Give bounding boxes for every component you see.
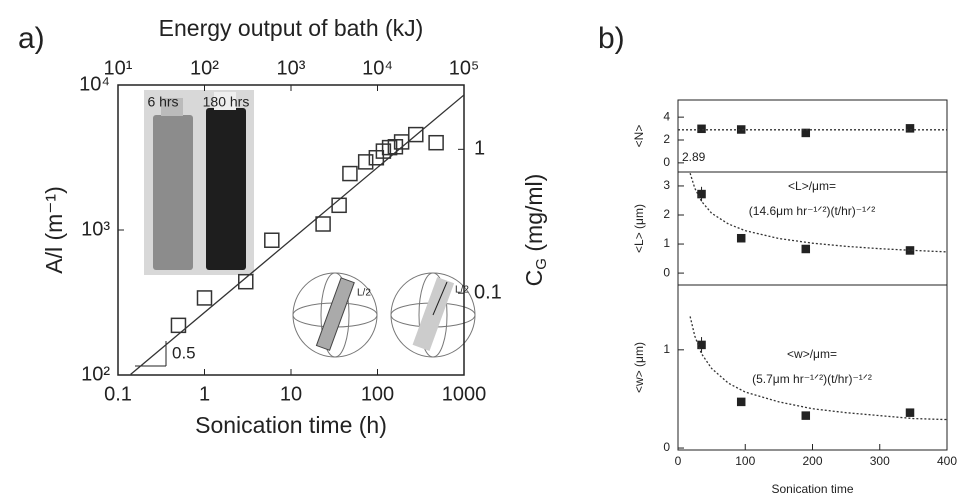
y-tick-label: 10² [81, 363, 110, 385]
data-point [905, 124, 915, 133]
fit-line [130, 94, 464, 375]
y-axis-label: A/l (m⁻¹) [41, 186, 67, 274]
x-axis-label: Sonication time [771, 482, 853, 496]
y-tick-label: 2 [663, 207, 670, 221]
data-point [801, 244, 811, 254]
y-tick-label: 1 [663, 236, 670, 250]
plot-frame [677, 99, 948, 173]
x-tick-label: 1 [199, 383, 210, 405]
data-point [801, 128, 811, 138]
data-point [736, 233, 746, 243]
data-point [697, 124, 706, 134]
plot-frame [677, 284, 948, 451]
x-axis-label: Sonication time (h) [195, 412, 387, 438]
rod [315, 277, 355, 351]
data-point [697, 189, 706, 199]
y-tick-label: 0 [663, 440, 670, 454]
data-point [315, 216, 331, 232]
annotation: 6 hrs [147, 94, 178, 110]
vial-cap [214, 92, 236, 110]
y-axis-label: <L> (μm) [632, 204, 646, 253]
x-tick-label: 200 [802, 454, 822, 468]
data-point [264, 232, 280, 248]
y-axis-label: <N> [632, 125, 646, 148]
y2-axis-label: CG (mg/ml) [521, 174, 550, 287]
x2-tick-label: 10¹ [104, 57, 133, 79]
x2-tick-label: 10⁴ [362, 57, 393, 79]
annotation: <L>/μm= [788, 179, 836, 193]
y2-tick-label: 1 [474, 138, 485, 160]
y-tick-label: 0 [663, 265, 670, 279]
panel-label: b) [598, 22, 625, 55]
inset-photo [144, 90, 254, 275]
annotation: L/2 [357, 288, 371, 299]
x-tick-label: 1000 [442, 383, 487, 405]
x-tick-label: 10 [280, 383, 302, 405]
data-point [342, 165, 358, 182]
y-tick-label: 10³ [81, 218, 110, 240]
vial [206, 108, 246, 270]
y-tick-label: 10⁴ [79, 73, 110, 95]
y2-axis-label-part: C [521, 270, 547, 287]
data-point [905, 408, 915, 417]
data-point [381, 139, 398, 156]
data-point [408, 126, 424, 143]
x-tick-label: 400 [937, 454, 957, 468]
slope-triangle [135, 341, 167, 367]
vial-cap [161, 98, 183, 116]
fit-line [689, 316, 948, 421]
sphere-ring [418, 272, 448, 358]
inset-spheres [292, 272, 476, 358]
vial [153, 115, 193, 270]
x2-axis-label: Energy output of bath (kJ) [159, 15, 424, 41]
y2-axis-label-part: G [533, 258, 550, 270]
x-tick-label: 100 [735, 454, 755, 468]
data-point [375, 143, 392, 159]
annotation: 2.89 [682, 150, 706, 164]
annotation: L/2 [455, 285, 469, 296]
y-tick-label: 0 [663, 155, 670, 169]
data-point [357, 154, 374, 170]
annotation: 0.5 [172, 343, 196, 362]
annotation: <w>/μm= [787, 347, 837, 361]
y2-tick-label: 0.1 [474, 281, 502, 303]
data-point [428, 134, 444, 151]
data-point [196, 290, 213, 306]
annotation: 180 hrs [203, 94, 250, 110]
x2-tick-label: 10² [190, 57, 219, 79]
data-point [238, 273, 254, 290]
y-tick-label: 2 [663, 132, 670, 146]
y-tick-label: 1 [663, 342, 670, 356]
y-tick-label: 4 [663, 109, 670, 123]
data-point [801, 411, 811, 420]
x-tick-label: 0.1 [104, 383, 132, 405]
annotation: (14.6μm hr⁻¹ᐟ²)(t/hr)⁻¹ᐟ² [749, 204, 875, 218]
data-point [736, 397, 746, 407]
x2-tick-label: 10³ [277, 57, 306, 79]
y-axis-label: <w> (μm) [632, 342, 646, 393]
panel-label: a) [18, 22, 45, 55]
annotation: (5.7μm hr⁻¹ᐟ²)(t/hr)⁻¹ᐟ² [752, 372, 872, 386]
fit-line [689, 172, 948, 253]
y-tick-label: 3 [663, 178, 670, 192]
x2-tick-label: 10⁵ [449, 57, 480, 79]
sphere-ring [320, 272, 350, 358]
x-tick-label: 100 [361, 383, 394, 405]
data-point [170, 317, 187, 334]
x-tick-label: 0 [675, 454, 682, 468]
data-point [736, 125, 746, 134]
x-tick-label: 300 [870, 454, 890, 468]
arrow [432, 281, 448, 316]
y2-axis-label-part: (mg/ml) [521, 174, 547, 258]
